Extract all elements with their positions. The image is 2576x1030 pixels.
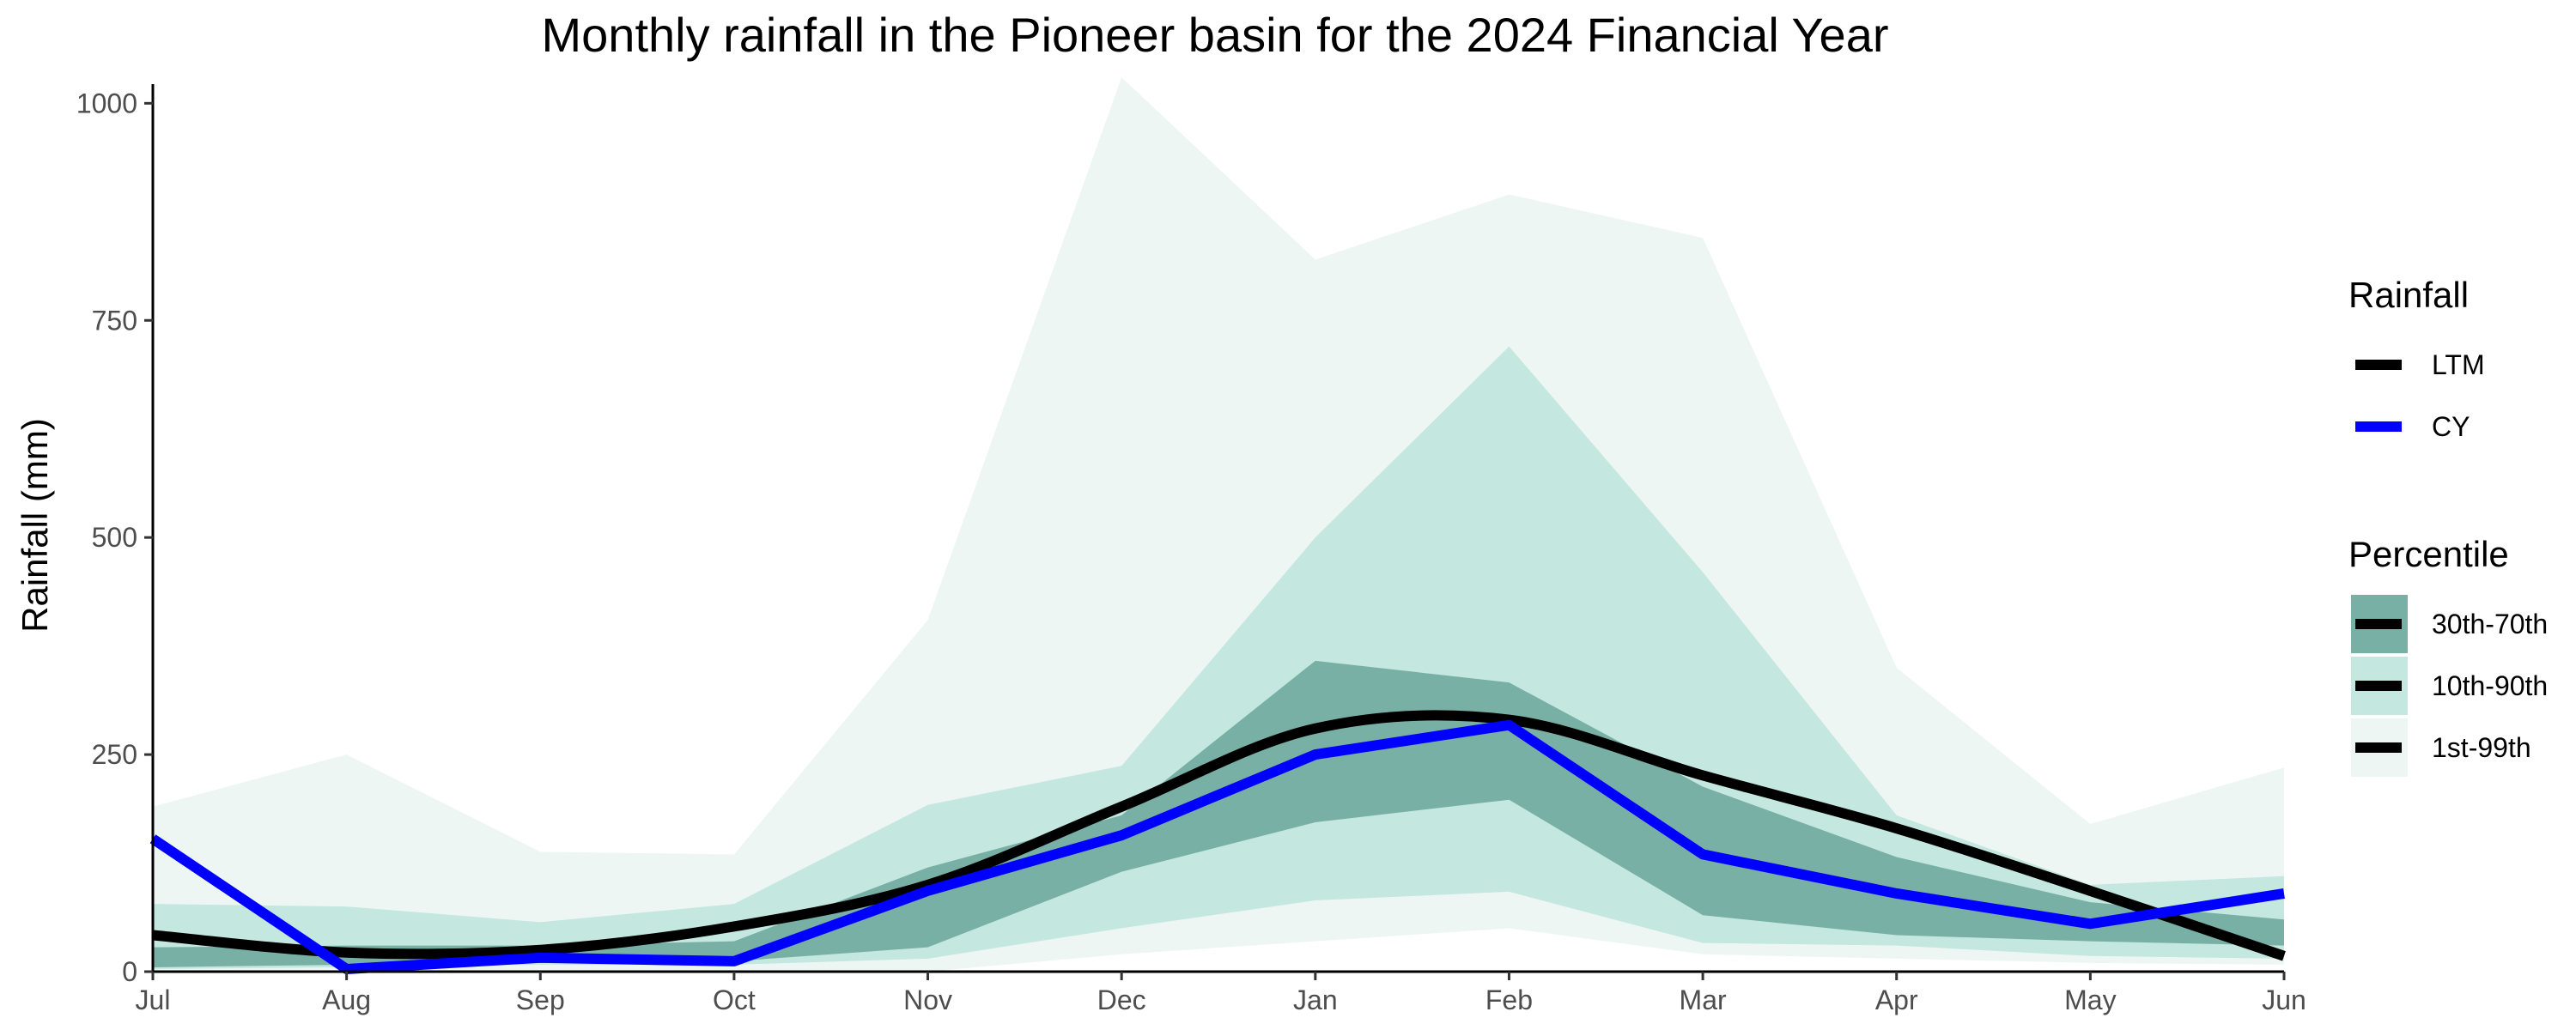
x-tick-label: Nov (903, 985, 952, 1015)
legend-label-30th-70th: 30th-70th (2432, 609, 2548, 639)
legend-label-1st-99th: 1st-99th (2432, 732, 2531, 763)
y-tick-label: 750 (92, 305, 137, 336)
percentile-bands (153, 77, 2284, 972)
chart-title: Monthly rainfall in the Pioneer basin fo… (542, 8, 1889, 62)
x-tick-label: Jun (2262, 985, 2306, 1015)
x-tick-label: Sep (516, 985, 565, 1015)
series-line-ltm (152, 710, 2286, 961)
legend-label-10th-90th: 10th-90th (2432, 670, 2548, 701)
y-tick-label: 500 (92, 522, 137, 553)
legend-label-ltm: LTM (2432, 349, 2485, 380)
x-tick-label: Mar (1680, 985, 1727, 1015)
legend: Rainfall LTM CY Percentile 30th-70th 10th-90t… (2348, 275, 2548, 777)
y-tick-label: 250 (92, 739, 137, 770)
y-axis-label: Rainfall (mm) (15, 418, 55, 633)
x-tick-label: Jul (136, 985, 171, 1015)
axes: 0 250 500 750 1000 Jul Aug Sep Oct Nov Dec Jan Feb Ma… (76, 84, 2306, 1015)
x-tick-label: Feb (1485, 985, 1533, 1015)
x-tick-label: Oct (713, 985, 756, 1015)
x-tick-label: Apr (1875, 985, 1918, 1015)
x-tick-label: Dec (1097, 985, 1146, 1015)
series-lines (149, 710, 2286, 974)
y-tick-label: 0 (122, 956, 137, 987)
legend-label-cy: CY (2432, 411, 2470, 442)
x-tick-label: Jan (1293, 985, 1338, 1015)
x-tick-label: May (2064, 985, 2116, 1015)
legend-title-percentile: Percentile (2348, 534, 2509, 574)
series-line-cy (149, 719, 2285, 974)
x-tick-label: Aug (322, 985, 371, 1015)
y-tick-label: 1000 (76, 88, 137, 118)
legend-title-rainfall: Rainfall (2348, 275, 2469, 315)
band-30th-70th (153, 660, 2284, 967)
